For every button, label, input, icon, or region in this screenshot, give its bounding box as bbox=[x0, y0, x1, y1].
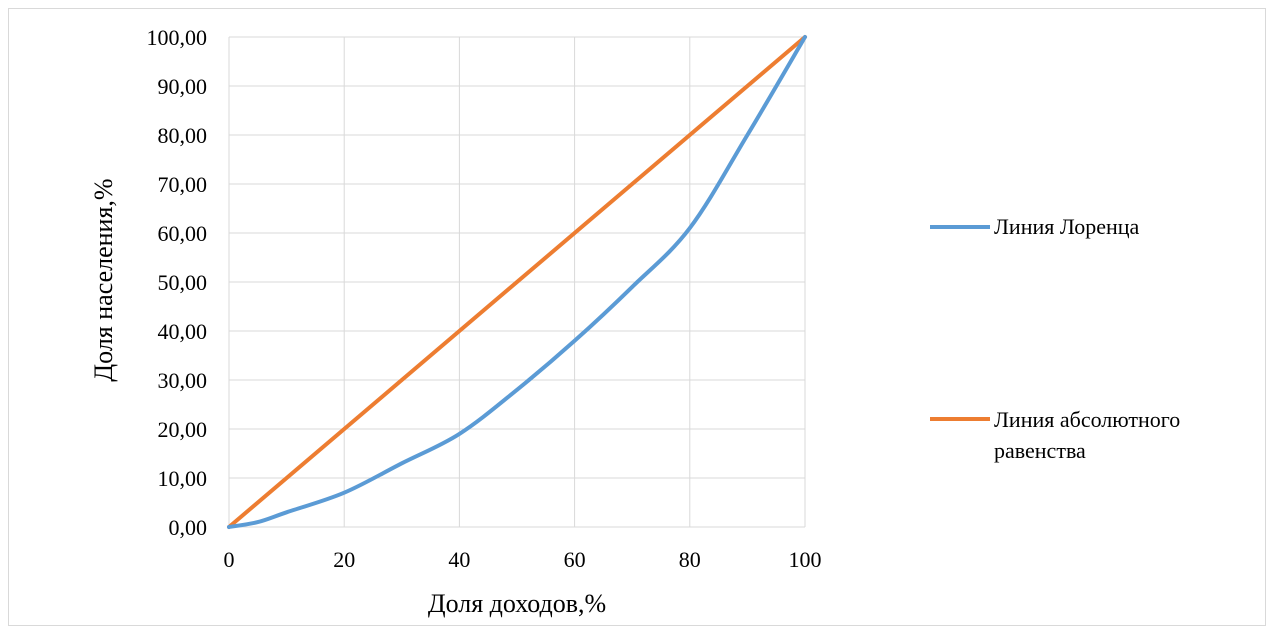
y-tick-label: 30,00 bbox=[158, 368, 208, 393]
y-tick-label: 60,00 bbox=[158, 221, 208, 246]
y-tick-label: 10,00 bbox=[158, 466, 208, 491]
y-tick-label: 90,00 bbox=[158, 74, 208, 99]
legend-label-lorenz: Линия Лоренца bbox=[994, 214, 1140, 239]
y-tick-label: 80,00 bbox=[158, 123, 208, 148]
x-axis-title: Доля доходов,% bbox=[428, 589, 606, 618]
y-tick-label: 100,00 bbox=[147, 25, 208, 50]
x-tick-label: 60 bbox=[564, 547, 586, 572]
x-tick-label: 40 bbox=[448, 547, 470, 572]
x-tick-label: 80 bbox=[679, 547, 701, 572]
x-tick-labels: 0 20 40 60 80 100 bbox=[224, 547, 822, 572]
legend: Линия Лоренца Линия абсолютного равенств… bbox=[930, 214, 1180, 463]
x-tick-label: 0 bbox=[224, 547, 235, 572]
y-tick-labels: 0,00 10,00 20,00 30,00 40,00 50,00 60,00 70,00 8… bbox=[147, 25, 208, 540]
legend-label-equality-line1: Линия абсолютного bbox=[994, 407, 1180, 432]
gridlines bbox=[228, 36, 806, 528]
legend-label-equality-line2: равенства bbox=[994, 438, 1086, 463]
y-tick-label: 20,00 bbox=[158, 417, 208, 442]
y-tick-label: 0,00 bbox=[169, 515, 208, 540]
x-tick-label: 20 bbox=[333, 547, 355, 572]
y-tick-label: 50,00 bbox=[158, 270, 208, 295]
y-tick-label: 70,00 bbox=[158, 172, 208, 197]
series-equality-line bbox=[227, 35, 807, 529]
chart-frame bbox=[8, 8, 1266, 626]
x-tick-label: 100 bbox=[789, 547, 822, 572]
y-axis-title: Доля населения,% bbox=[89, 178, 118, 381]
y-tick-label: 40,00 bbox=[158, 319, 208, 344]
series-lorenz-line bbox=[227, 35, 807, 529]
series-layer bbox=[227, 35, 807, 529]
